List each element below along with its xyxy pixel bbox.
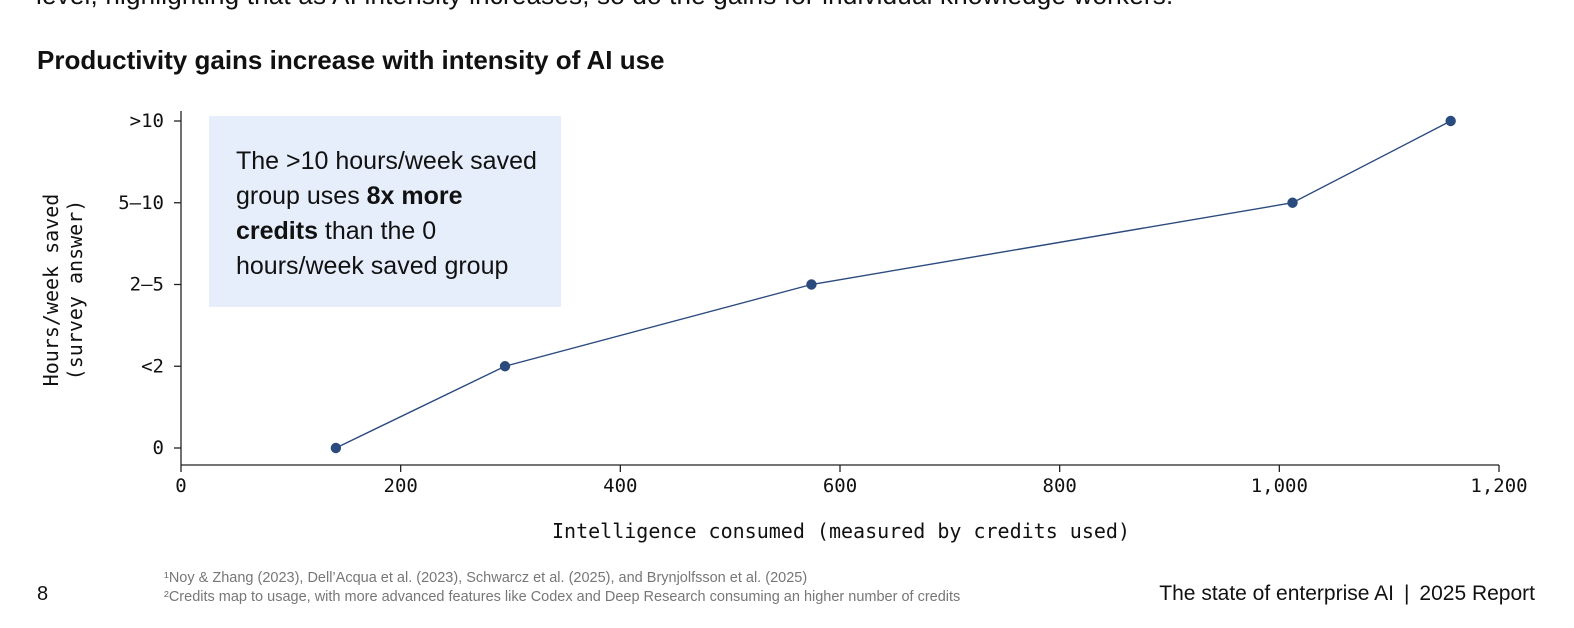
x-tick-label: 200 [384, 475, 418, 497]
y-tick-label: <2 [141, 355, 164, 377]
y-tick-label: 2–5 [130, 274, 164, 296]
report-name: The state of enterprise AI [1159, 582, 1394, 605]
footnote-1: ¹Noy & Zhang (2023), Dell’Acqua et al. (… [164, 570, 808, 586]
callout-text: The >10 hours/week saved group uses [236, 147, 537, 210]
footnote-2: ²Credits map to usage, with more advance… [164, 589, 961, 605]
y-axis-title-line: Hours/week saved [39, 194, 63, 387]
callout-text-end: than the 0 hours/week saved group [236, 217, 509, 280]
y-axis-title-line: (survey answer) [63, 200, 87, 381]
data-point [499, 361, 511, 372]
ticks: 0 200 400 600 800 1,000 1,200 0 <2 2–5 5–10 >10 [118, 110, 1527, 497]
x-tick-label: 0 [175, 475, 186, 497]
data-point [806, 279, 817, 290]
y-tick-label: 5–10 [118, 192, 164, 214]
intro-text-clipped: level, highlighting that as AI intensity… [36, 0, 1173, 11]
annotation-callout: The >10 hours/week saved group uses 8x m… [209, 116, 561, 307]
data-point [1287, 197, 1298, 208]
y-axis-title: Hours/week saved(survey answer) [39, 194, 87, 387]
series [330, 115, 1456, 454]
x-tick-label: 1,000 [1251, 475, 1308, 497]
data-point [1445, 115, 1456, 127]
separator: | [1403, 582, 1410, 605]
data-point [330, 442, 342, 454]
footnotes: ¹Noy & Zhang (2023), Dell’Acqua et al. (… [164, 569, 960, 607]
x-tick-label: 1,200 [1470, 475, 1527, 497]
x-axis-title: Intelligence consumed (measured by credi… [552, 519, 1130, 543]
chart-title: Productivity gains increase with intensi… [37, 45, 665, 75]
x-tick-label: 400 [603, 475, 637, 497]
y-tick-label: 0 [153, 437, 164, 459]
report-year: 2025 Report [1419, 582, 1535, 605]
y-tick-label: >10 [130, 110, 164, 132]
page-number: 8 [37, 583, 49, 605]
callout-bold: 8x more credits [236, 182, 463, 245]
x-tick-label: 600 [823, 475, 857, 497]
report-title: The state of enterprise AI | 2025 Report [1159, 582, 1535, 606]
x-tick-label: 800 [1043, 475, 1077, 497]
